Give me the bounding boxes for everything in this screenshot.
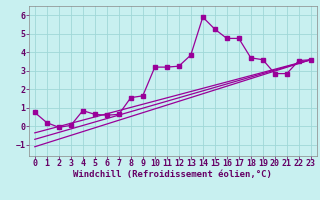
X-axis label: Windchill (Refroidissement éolien,°C): Windchill (Refroidissement éolien,°C) <box>73 170 272 179</box>
